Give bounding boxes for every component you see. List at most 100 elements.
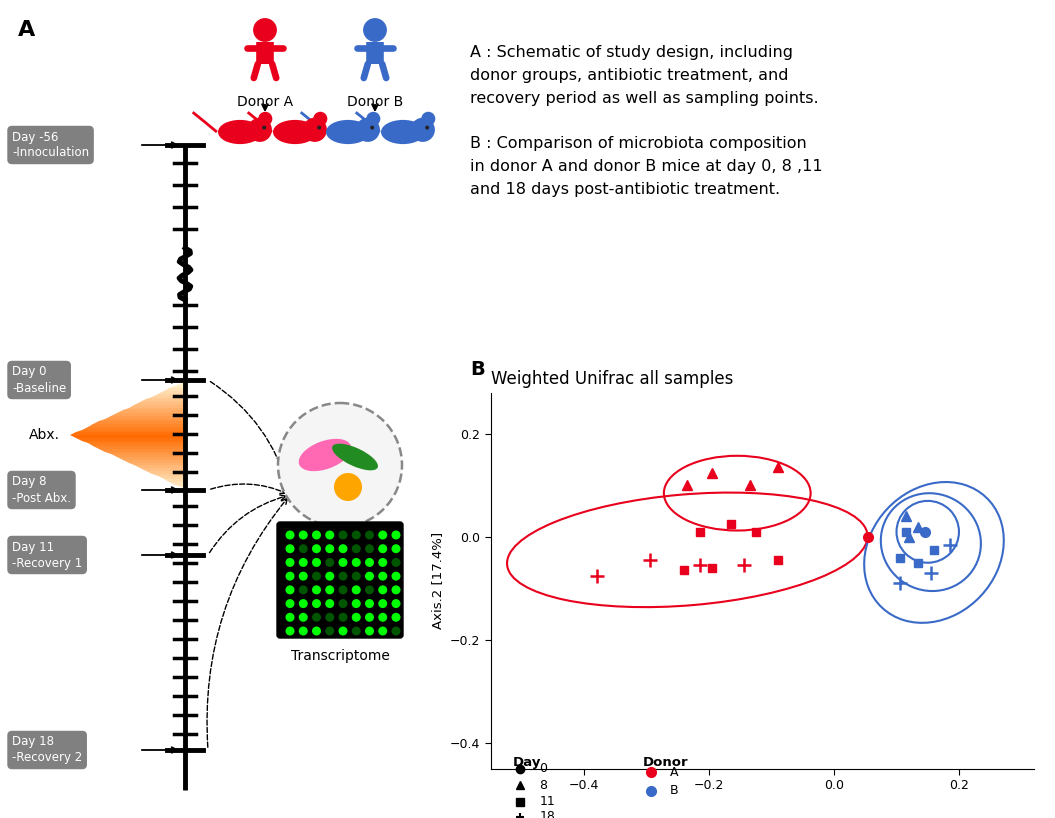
Circle shape: [365, 613, 375, 622]
Circle shape: [365, 627, 375, 636]
Ellipse shape: [218, 120, 262, 144]
Ellipse shape: [381, 120, 425, 144]
Circle shape: [303, 118, 327, 142]
Circle shape: [312, 558, 321, 567]
Circle shape: [351, 586, 361, 595]
Circle shape: [366, 112, 381, 126]
Circle shape: [279, 403, 402, 527]
Circle shape: [286, 586, 294, 595]
Circle shape: [248, 118, 272, 142]
Polygon shape: [146, 470, 187, 474]
Polygon shape: [158, 476, 187, 479]
Circle shape: [339, 586, 347, 595]
Circle shape: [379, 586, 387, 595]
Circle shape: [286, 627, 294, 636]
Circle shape: [391, 627, 401, 636]
Polygon shape: [106, 452, 187, 454]
Circle shape: [339, 599, 347, 608]
Circle shape: [391, 572, 401, 581]
Circle shape: [325, 572, 334, 581]
Polygon shape: [140, 468, 187, 470]
Circle shape: [365, 586, 375, 595]
Polygon shape: [134, 402, 187, 405]
Polygon shape: [111, 413, 187, 416]
Text: Microbiota: Microbiota: [304, 541, 377, 555]
Circle shape: [391, 558, 401, 567]
Polygon shape: [140, 399, 187, 402]
Circle shape: [391, 613, 401, 622]
Circle shape: [365, 599, 375, 608]
Polygon shape: [81, 441, 187, 443]
Polygon shape: [81, 427, 187, 429]
Circle shape: [425, 126, 429, 129]
Text: Donor A: Donor A: [237, 95, 293, 109]
Circle shape: [299, 613, 308, 622]
Text: B: B: [469, 360, 484, 379]
Text: 8: 8: [539, 779, 548, 792]
Polygon shape: [175, 383, 187, 385]
Polygon shape: [129, 462, 187, 465]
Polygon shape: [117, 457, 187, 460]
Circle shape: [312, 586, 321, 595]
Polygon shape: [170, 385, 187, 389]
Circle shape: [351, 599, 361, 608]
Circle shape: [325, 599, 334, 608]
Polygon shape: [70, 432, 187, 435]
Polygon shape: [88, 424, 187, 427]
Ellipse shape: [299, 438, 351, 471]
Circle shape: [379, 531, 387, 540]
Circle shape: [299, 558, 308, 567]
Circle shape: [299, 531, 308, 540]
Circle shape: [263, 126, 266, 129]
Circle shape: [421, 112, 436, 126]
Text: Donor B: Donor B: [347, 95, 403, 109]
Polygon shape: [129, 405, 187, 407]
Y-axis label: Axis.2 [17.4%]: Axis.2 [17.4%]: [431, 533, 444, 629]
Circle shape: [325, 558, 334, 567]
Circle shape: [325, 531, 334, 540]
Polygon shape: [134, 465, 187, 468]
Text: Weighted Unifrac all samples: Weighted Unifrac all samples: [491, 371, 733, 389]
Ellipse shape: [273, 120, 316, 144]
Text: 11: 11: [539, 795, 555, 808]
Text: Day 0
-Baseline: Day 0 -Baseline: [12, 366, 66, 394]
Circle shape: [286, 544, 294, 553]
Circle shape: [299, 627, 308, 636]
Circle shape: [351, 544, 361, 553]
Polygon shape: [70, 435, 187, 438]
Circle shape: [325, 544, 334, 553]
Circle shape: [299, 572, 308, 581]
Circle shape: [339, 531, 347, 540]
Circle shape: [391, 531, 401, 540]
Circle shape: [365, 544, 375, 553]
Polygon shape: [117, 411, 187, 413]
Circle shape: [391, 599, 401, 608]
Polygon shape: [111, 454, 187, 457]
Circle shape: [339, 613, 347, 622]
Circle shape: [312, 599, 321, 608]
Circle shape: [312, 544, 321, 553]
Polygon shape: [152, 474, 187, 476]
Polygon shape: [122, 460, 187, 462]
Circle shape: [299, 544, 308, 553]
Circle shape: [318, 126, 321, 129]
Circle shape: [312, 531, 321, 540]
Polygon shape: [170, 482, 187, 484]
FancyBboxPatch shape: [256, 42, 274, 64]
Polygon shape: [164, 479, 187, 482]
Polygon shape: [99, 449, 187, 452]
Text: Day -56
-Innoculation: Day -56 -Innoculation: [12, 131, 89, 160]
Ellipse shape: [326, 120, 370, 144]
Text: 0: 0: [539, 762, 548, 775]
Circle shape: [286, 572, 294, 581]
Polygon shape: [99, 419, 187, 421]
Circle shape: [325, 613, 334, 622]
Polygon shape: [76, 438, 187, 441]
Circle shape: [286, 558, 294, 567]
Polygon shape: [152, 393, 187, 397]
Circle shape: [379, 544, 387, 553]
Circle shape: [351, 627, 361, 636]
Polygon shape: [181, 488, 187, 490]
Polygon shape: [181, 380, 187, 383]
Polygon shape: [88, 443, 187, 446]
